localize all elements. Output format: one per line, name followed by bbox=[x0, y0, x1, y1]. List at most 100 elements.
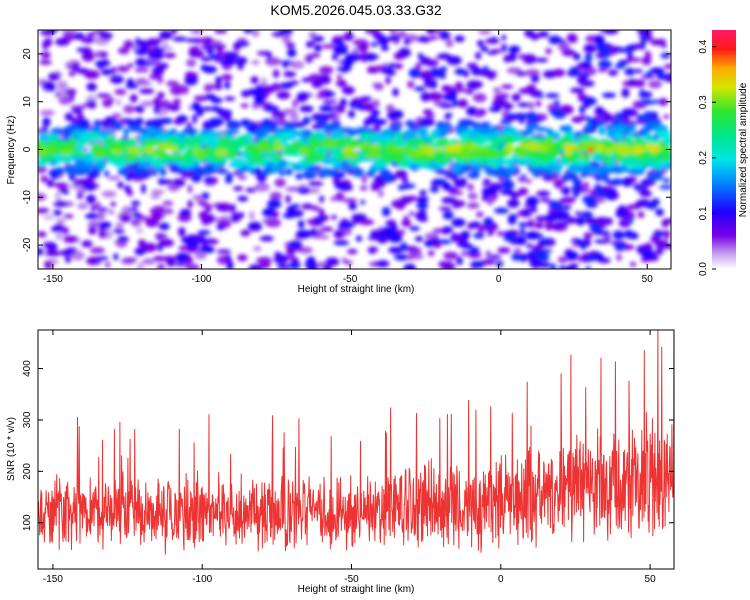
spectrogram-cell bbox=[631, 79, 646, 88]
spectrogram-cell bbox=[282, 108, 298, 115]
spectrogram-cell bbox=[352, 47, 359, 55]
spectrogram-cell bbox=[42, 117, 51, 127]
spectrogram-cell bbox=[102, 98, 113, 108]
spectrogram-cell bbox=[325, 257, 340, 267]
spectrogram-cell bbox=[123, 127, 129, 137]
spectrogram-cell bbox=[557, 42, 571, 51]
spectrogram-cell bbox=[597, 67, 608, 73]
spectrogram-cell bbox=[40, 175, 49, 183]
spectrogram-cell bbox=[54, 191, 61, 200]
spectrogram-cell bbox=[392, 87, 399, 97]
spectrogram-cell bbox=[545, 47, 552, 55]
spectrogram-cell bbox=[536, 190, 551, 197]
spectrogram-cell bbox=[261, 77, 267, 88]
spectrogram-cell bbox=[299, 105, 314, 113]
spectrogram-cell bbox=[252, 152, 261, 161]
spectrogram-cell bbox=[296, 92, 310, 100]
spectrogram-cell bbox=[84, 213, 100, 220]
spectrogram-cell bbox=[645, 71, 653, 78]
spectrogram-cell bbox=[114, 88, 127, 96]
spectrogram-cell bbox=[237, 195, 249, 202]
spectrogram-cell bbox=[101, 51, 107, 59]
spectrogram-cell bbox=[492, 87, 501, 93]
spectrogram-cell bbox=[559, 104, 574, 115]
spectrogram-cell bbox=[563, 143, 577, 150]
spectrogram-cell bbox=[313, 216, 327, 222]
spectrogram-cell bbox=[137, 239, 146, 248]
spectrogram-cell bbox=[593, 34, 605, 45]
spectrogram-cell bbox=[335, 229, 344, 237]
spectrogram-cell bbox=[374, 82, 384, 91]
spectrogram-x-tick-label: -150 bbox=[43, 274, 63, 285]
spectrogram-cell bbox=[491, 159, 500, 169]
spectrogram-cell bbox=[501, 34, 507, 41]
spectrogram-cell bbox=[440, 66, 448, 71]
spectrogram-cell bbox=[176, 115, 188, 124]
spectrogram-cell bbox=[285, 195, 291, 204]
spectrogram-cell bbox=[566, 35, 578, 44]
spectrogram-cell bbox=[413, 86, 426, 92]
spectrogram-cell bbox=[156, 263, 166, 269]
snr-x-tick-label: 50 bbox=[645, 574, 657, 585]
spectrogram-cell bbox=[269, 191, 283, 201]
spectrogram-cell bbox=[370, 42, 379, 47]
spectrogram-cell bbox=[630, 123, 637, 132]
spectrogram-cell bbox=[274, 127, 286, 134]
snr-y-ticks: 100 200 300 400 bbox=[22, 360, 674, 531]
spectrogram-cell bbox=[418, 209, 427, 216]
spectrogram-cell bbox=[199, 237, 208, 244]
spectrogram-cell bbox=[73, 64, 80, 72]
spectrogram-cell bbox=[501, 44, 507, 53]
spectrogram-cell bbox=[475, 211, 484, 218]
spectrogram-y-axis-label: Frequency (Hz) bbox=[6, 116, 17, 185]
spectrogram-cell bbox=[231, 160, 246, 166]
spectrogram-cell bbox=[122, 155, 139, 162]
spectrogram-cell bbox=[553, 178, 564, 189]
spectrogram-cell bbox=[91, 134, 100, 140]
spectrogram-cell bbox=[331, 130, 346, 138]
spectrogram-cell bbox=[218, 109, 232, 114]
spectrogram-cell bbox=[460, 243, 473, 249]
spectrogram-cell bbox=[389, 152, 406, 163]
spectrogram-cell bbox=[297, 187, 312, 194]
spectrogram-cell bbox=[444, 174, 459, 179]
spectrogram-cell bbox=[389, 30, 398, 36]
spectrogram-cell bbox=[307, 181, 324, 187]
spectrogram-cell bbox=[517, 222, 532, 227]
spectrogram-cell bbox=[661, 43, 667, 49]
spectrogram-cell bbox=[309, 220, 324, 227]
spectrogram-cell bbox=[426, 30, 436, 35]
spectrogram-cell bbox=[480, 45, 489, 52]
spectrogram-cell bbox=[624, 67, 635, 76]
spectrogram-cell bbox=[289, 142, 300, 150]
spectrogram-cell bbox=[640, 36, 647, 46]
spectrogram-cell bbox=[40, 126, 48, 132]
spectrogram-cell bbox=[553, 111, 567, 119]
spectrogram-cell bbox=[215, 76, 222, 85]
spectrogram-cell bbox=[505, 144, 515, 154]
spectrogram-cell bbox=[567, 216, 578, 224]
spectrogram-cell bbox=[610, 178, 624, 186]
spectrogram-cell bbox=[71, 152, 87, 159]
spectrogram-cell bbox=[457, 122, 470, 129]
spectrogram-cell bbox=[493, 93, 507, 101]
spectrogram-cell bbox=[454, 68, 466, 76]
spectrogram-cell bbox=[574, 211, 582, 216]
spectrogram-cell bbox=[380, 169, 392, 179]
spectrogram-cell bbox=[38, 247, 44, 256]
spectrogram-cell bbox=[571, 116, 583, 123]
snr-background bbox=[38, 330, 674, 569]
spectrogram-cell bbox=[113, 148, 123, 155]
spectrogram-cell bbox=[203, 83, 213, 93]
spectrogram-cell bbox=[56, 218, 66, 225]
spectrogram-cell bbox=[584, 154, 591, 164]
spectrogram-cell bbox=[302, 116, 311, 125]
spectrogram-cell bbox=[593, 239, 610, 244]
spectrogram-cell bbox=[427, 135, 435, 142]
spectrogram-cell bbox=[572, 178, 581, 187]
spectrogram-cell bbox=[144, 169, 154, 176]
spectrogram-cell bbox=[185, 38, 199, 43]
spectrogram-cell bbox=[98, 231, 108, 239]
spectrogram-cell bbox=[247, 149, 264, 155]
spectrogram-cell bbox=[610, 125, 627, 134]
